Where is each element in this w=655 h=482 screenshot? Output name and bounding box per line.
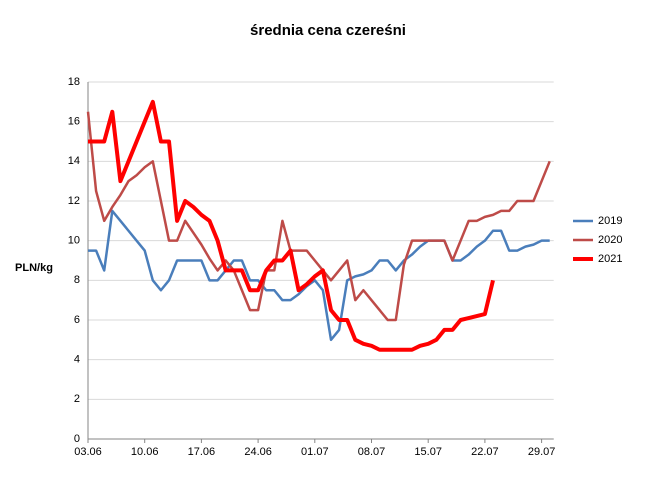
x-tick-label: 03.06 [74, 446, 102, 458]
y-tick-label: 10 [68, 235, 80, 247]
y-tick-label: 2 [74, 393, 80, 405]
legend-label: 2019 [598, 215, 622, 227]
y-tick-label: 14 [68, 155, 80, 167]
y-tick-label: 0 [74, 433, 80, 445]
x-tick-label: 10.06 [131, 446, 159, 458]
x-tick-label: 22.07 [471, 446, 499, 458]
x-tick-label: 01.07 [301, 446, 329, 458]
y-tick-label: 18 [68, 76, 80, 88]
y-tick-label: 8 [74, 274, 80, 286]
y-tick-label: 12 [68, 195, 80, 207]
series-line [88, 99, 495, 352]
y-axis-label: PLN/kg [15, 262, 53, 274]
series-line [88, 209, 550, 342]
chart-title: średnia cena czereśni [250, 22, 406, 39]
legend-label: 2020 [598, 234, 622, 246]
legend-label: 2021 [598, 253, 622, 265]
x-tick-label: 24.06 [244, 446, 272, 458]
series-line [86, 111, 551, 322]
x-tick-label: 29.07 [528, 446, 556, 458]
x-tick-label: 17.06 [188, 446, 216, 458]
y-tick-label: 16 [68, 116, 80, 128]
y-tick-label: 4 [74, 354, 80, 366]
x-tick-label: 15.07 [414, 446, 442, 458]
y-tick-label: 6 [74, 314, 80, 326]
x-tick-label: 08.07 [358, 446, 386, 458]
